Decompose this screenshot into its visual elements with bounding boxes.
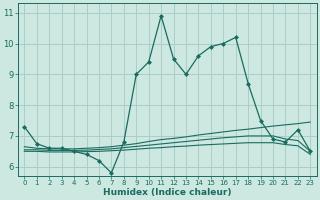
X-axis label: Humidex (Indice chaleur): Humidex (Indice chaleur): [103, 188, 232, 197]
